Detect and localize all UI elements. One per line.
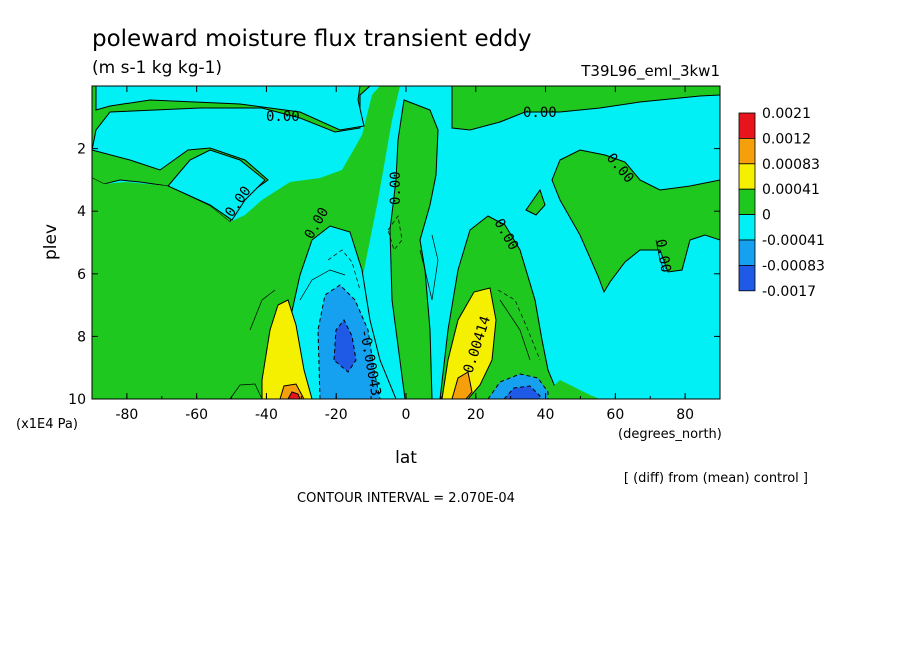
y-tick-label: 6	[77, 267, 86, 283]
colorbar-swatch	[738, 188, 756, 215]
colorbar-label: 0.0021	[762, 106, 811, 122]
footer-note: [ (diff) from (mean) control ]	[624, 471, 808, 486]
colorbar-label: -0.00041	[762, 233, 825, 249]
region-green-northtop	[451, 86, 720, 131]
contour-label: 0.00	[388, 171, 404, 205]
colorbar-swatch	[738, 264, 756, 292]
y-tick-label: 2	[77, 142, 86, 158]
region-cyan-pocket	[167, 149, 266, 221]
colorbar-label: -0.0017	[762, 284, 816, 300]
region-orange-east	[451, 371, 473, 399]
x-axis: -80 -60 -40 -20 0 20 40 60 80	[91, 86, 721, 423]
x-tick-label: 40	[537, 407, 555, 423]
region-yellow-east	[441, 287, 497, 399]
colorbar: 0.0021 0.0012 0.00083 0.00041 0 -0.00041 -0.00…	[738, 106, 825, 300]
region-cyan-strip	[95, 86, 365, 131]
x-tick-label: 0	[402, 407, 411, 423]
x-tick-label: -60	[185, 407, 208, 423]
colorbar-label: 0	[762, 208, 771, 224]
colorbar-label: 0.00083	[762, 157, 820, 173]
x-tick-label: -20	[325, 407, 348, 423]
contour-label: 0.00	[266, 109, 300, 125]
colorbar-label: -0.00083	[762, 258, 825, 274]
region-green-east	[551, 149, 720, 294]
x-tick-label: 80	[676, 407, 694, 423]
chart-units: (m s-1 kg kg-1)	[92, 58, 222, 78]
y-tick-label: 10	[68, 392, 86, 408]
x-axis-label: lat	[395, 448, 417, 468]
x-tick-label: -40	[255, 407, 278, 423]
colorbar-swatch	[738, 112, 756, 139]
region-green-center	[389, 99, 439, 399]
x-tick-label: 20	[467, 407, 485, 423]
colorbar-swatch	[738, 239, 756, 266]
colorbar-swatch	[738, 137, 756, 165]
y-tick-label: 4	[77, 204, 86, 220]
colorbar-label: 0.00041	[762, 182, 820, 198]
contour-label: 0.00	[652, 238, 674, 274]
run-label: T39L96_eml_3kw1	[580, 62, 720, 81]
contour-label: 0.00	[523, 105, 557, 121]
colorbar-swatch	[738, 163, 756, 190]
colorbar-swatch	[738, 214, 756, 241]
region-green-east2	[525, 188, 546, 216]
region-red-west	[287, 391, 301, 399]
y-axis: 2 4 6 8 10	[68, 142, 720, 408]
x-axis-units: (degrees_north)	[618, 427, 722, 442]
region-green-southedge	[540, 380, 600, 399]
region-blue-east-dark	[503, 385, 541, 399]
y-axis-label: plev	[41, 224, 61, 260]
y-tick-label: 8	[77, 329, 86, 345]
region-blue-west-dark	[333, 319, 357, 373]
region-yellow-west	[261, 299, 313, 399]
contour-interval: CONTOUR INTERVAL = 2.070E-04	[297, 491, 515, 506]
plot-area: 0.00 0.00 0.00 0.00 0.00 0.00 0.00 0.00 …	[92, 86, 720, 399]
y-axis-units: (x1E4 Pa)	[16, 417, 78, 432]
chart-title: poleward moisture flux transient eddy	[92, 26, 531, 52]
x-tick-label: 60	[606, 407, 624, 423]
colorbar-label: 0.0012	[762, 131, 811, 147]
x-tick-label: -80	[115, 407, 138, 423]
